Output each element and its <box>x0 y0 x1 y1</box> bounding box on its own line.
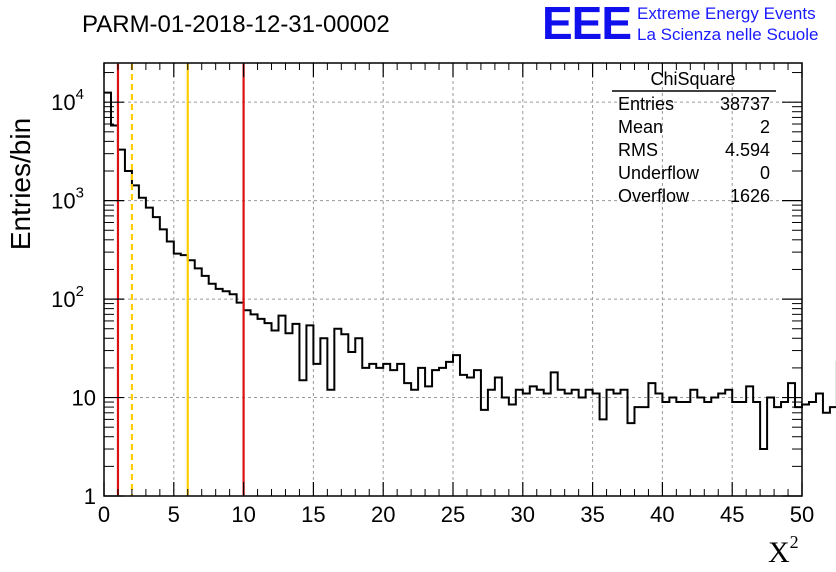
stats-row-label: Entries <box>618 94 674 114</box>
x-axis-label-base: X <box>768 536 790 569</box>
x-tick-label: 35 <box>580 502 604 527</box>
y-tick-label: 10 <box>72 386 96 411</box>
brand-logo: EEE Extreme Energy Events La Scienza nel… <box>542 0 818 49</box>
stats-row-value: 38737 <box>720 94 770 114</box>
brand-line-2: La Scienza nelle Scuole <box>637 25 818 44</box>
stats-row-label: Underflow <box>618 163 700 183</box>
y-tick-label: 104 <box>51 86 84 115</box>
stats-rows: Entries 38737 Mean 2 RMS 4.594 Underflow 0 Overf… <box>618 94 770 206</box>
chart-title: PARM-01-2018-12-31-00002 <box>82 11 390 38</box>
x-tick-label: 5 <box>168 502 180 527</box>
x-axis-label-exp: 2 <box>790 532 799 552</box>
stats-row-label: RMS <box>618 140 658 160</box>
x-tick-label: 10 <box>231 502 255 527</box>
x-tick-label: 45 <box>720 502 744 527</box>
y-tick-label: 1 <box>84 484 96 509</box>
stats-row-label: Mean <box>618 117 663 137</box>
x-tick-label: 15 <box>301 502 325 527</box>
stats-row-value: 4.594 <box>725 140 770 160</box>
x-tick-label: 50 <box>790 502 814 527</box>
y-axis-label: Entries/bin <box>5 118 36 250</box>
x-tick-label: 20 <box>371 502 395 527</box>
y-tick-label: 103 <box>51 185 84 214</box>
stats-row-label: Overflow <box>618 186 690 206</box>
histogram-line <box>104 91 836 451</box>
x-axis-label: X2 <box>768 532 799 569</box>
stats-row-value: 0 <box>760 163 770 183</box>
brand-line-1: Extreme Energy Events <box>637 4 816 23</box>
stats-row-value: 1626 <box>730 186 770 206</box>
cut-lines <box>116 64 245 495</box>
x-tick-label: 30 <box>511 502 535 527</box>
stats-box: ChiSquare Entries 38737 Mean 2 RMS 4.594 Under… <box>612 69 776 206</box>
x-tick-label: 25 <box>441 502 465 527</box>
eee-logo: EEE <box>542 0 631 49</box>
x-tick-label: 0 <box>98 502 110 527</box>
stats-row-value: 2 <box>760 117 770 137</box>
y-tick-label: 102 <box>51 283 84 312</box>
stats-title: ChiSquare <box>650 69 735 89</box>
x-tick-label: 40 <box>650 502 674 527</box>
